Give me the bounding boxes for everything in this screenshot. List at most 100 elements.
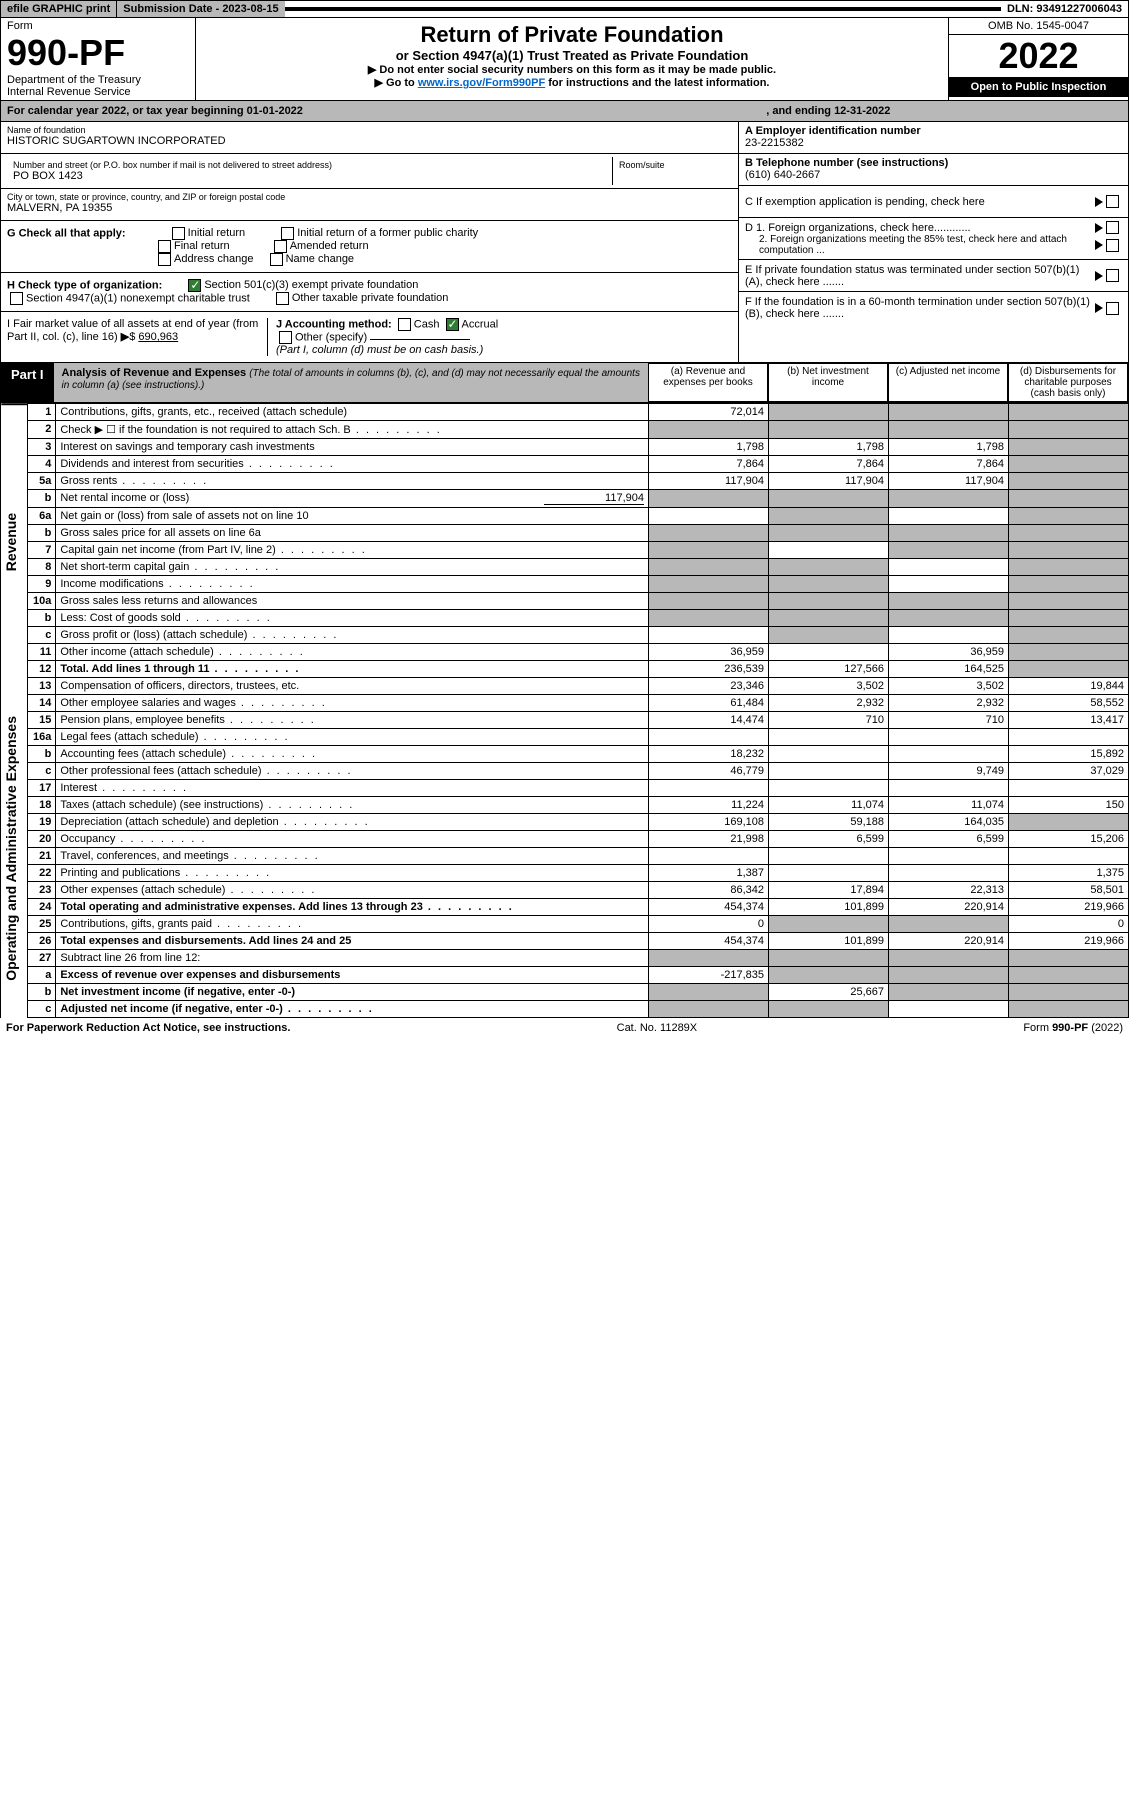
checkbox-accrual[interactable] — [446, 318, 459, 331]
checkbox-other-method[interactable] — [279, 331, 292, 344]
irs-link[interactable]: www.irs.gov/Form990PF — [418, 77, 545, 89]
row-desc: Interest — [56, 780, 649, 797]
checkbox-4947[interactable] — [10, 292, 23, 305]
checkbox-D2[interactable] — [1106, 239, 1119, 252]
checkbox-501c3[interactable] — [188, 279, 201, 292]
checkbox-name[interactable] — [270, 253, 283, 266]
cell-a — [649, 525, 769, 542]
G-amended: Amended return — [290, 240, 369, 252]
table-row: 2Check ▶ ☐ if the foundation is not requ… — [28, 421, 1129, 439]
checkbox-cash[interactable] — [398, 318, 411, 331]
instr-2-post: for instructions and the latest informat… — [545, 77, 769, 89]
part-title-cell: Analysis of Revenue and Expenses (The to… — [54, 363, 648, 402]
checkbox-D1[interactable] — [1106, 221, 1119, 234]
cell-b: 11,074 — [769, 797, 889, 814]
cell-d: 13,417 — [1009, 712, 1129, 729]
addr-label: Number and street (or P.O. box number if… — [13, 160, 606, 170]
H-4947: Section 4947(a)(1) nonexempt charitable … — [26, 292, 250, 304]
table-row: 21Travel, conferences, and meetings — [28, 848, 1129, 865]
row-desc: Gross profit or (loss) (attach schedule) — [56, 627, 649, 644]
checkbox-C[interactable] — [1106, 195, 1119, 208]
cell-b — [769, 421, 889, 439]
row-num: 3 — [28, 439, 56, 456]
phone: (610) 640-2667 — [745, 169, 1122, 181]
row-desc: Accounting fees (attach schedule) — [56, 746, 649, 763]
checkbox-final[interactable] — [158, 240, 171, 253]
cell-b: 101,899 — [769, 933, 889, 950]
I-value: 690,963 — [138, 331, 178, 343]
cell-d — [1009, 456, 1129, 473]
cal-year-text: For calendar year 2022, or tax year begi… — [7, 105, 303, 117]
cell-a: 1,798 — [649, 439, 769, 456]
G-final: Final return — [174, 240, 230, 252]
cell-a: 21,998 — [649, 831, 769, 848]
table-row: 3Interest on savings and temporary cash … — [28, 439, 1129, 456]
cell-d — [1009, 559, 1129, 576]
row-desc: Dividends and interest from securities — [56, 456, 649, 473]
section-IJ: I Fair market value of all assets at end… — [1, 312, 738, 362]
cell-c: 6,599 — [889, 831, 1009, 848]
cell-b — [769, 627, 889, 644]
form-subtitle: or Section 4947(a)(1) Trust Treated as P… — [200, 48, 944, 63]
row-num: 26 — [28, 933, 56, 950]
table-row: 16aLegal fees (attach schedule) — [28, 729, 1129, 746]
row-desc: Contributions, gifts, grants, etc., rece… — [56, 404, 649, 421]
footer-right: Form 990-PF (2022) — [1023, 1022, 1123, 1034]
checkbox-F[interactable] — [1106, 302, 1119, 315]
cell-c: 36,959 — [889, 644, 1009, 661]
row-desc: Less: Cost of goods sold — [56, 610, 649, 627]
E-label: E If private foundation status was termi… — [745, 264, 1095, 288]
cell-c: 22,313 — [889, 882, 1009, 899]
cell-a — [649, 421, 769, 439]
row-desc: Net short-term capital gain — [56, 559, 649, 576]
name-label: Name of foundation — [7, 125, 732, 135]
cell-a: 117,904 — [649, 473, 769, 490]
checkbox-amended[interactable] — [274, 240, 287, 253]
info-grid: Name of foundation HISTORIC SUGARTOWN IN… — [0, 122, 1129, 363]
cell-d — [1009, 525, 1129, 542]
checkbox-E[interactable] — [1106, 269, 1119, 282]
cell-b: 17,894 — [769, 882, 889, 899]
row-num: 13 — [28, 678, 56, 695]
cell-a: 14,474 — [649, 712, 769, 729]
cell-a: 18,232 — [649, 746, 769, 763]
cell-c — [889, 916, 1009, 933]
checkbox-other-tax[interactable] — [276, 292, 289, 305]
row-num: b — [28, 525, 56, 542]
row-num: 19 — [28, 814, 56, 831]
cell-d — [1009, 644, 1129, 661]
cell-a: -217,835 — [649, 967, 769, 984]
C-label: C If exemption application is pending, c… — [745, 196, 1095, 208]
cell-c: 220,914 — [889, 933, 1009, 950]
cell-c — [889, 729, 1009, 746]
cell-d — [1009, 950, 1129, 967]
G-address: Address change — [174, 253, 254, 265]
arrow-icon — [1095, 271, 1103, 281]
cell-d — [1009, 814, 1129, 831]
cell-c: 9,749 — [889, 763, 1009, 780]
cell-a: 1,387 — [649, 865, 769, 882]
cell-c — [889, 1001, 1009, 1018]
cell-b: 710 — [769, 712, 889, 729]
J-note: (Part I, column (d) must be on cash basi… — [276, 344, 483, 356]
cell-c — [889, 967, 1009, 984]
row-num: 17 — [28, 780, 56, 797]
cell-b — [769, 729, 889, 746]
row-num: 24 — [28, 899, 56, 916]
row-num: 22 — [28, 865, 56, 882]
cell-d: 58,501 — [1009, 882, 1129, 899]
header-left: Form 990-PF Department of the Treasury I… — [1, 18, 196, 100]
cell-d: 219,966 — [1009, 933, 1129, 950]
cell-d — [1009, 542, 1129, 559]
checkbox-address[interactable] — [158, 253, 171, 266]
efile-label: efile GRAPHIC print — [1, 1, 116, 17]
B-label: B Telephone number (see instructions) — [745, 157, 1122, 169]
address-cell: Number and street (or P.O. box number if… — [1, 154, 738, 189]
col-a-header: (a) Revenue and expenses per books — [648, 363, 768, 402]
cell-c: 117,904 — [889, 473, 1009, 490]
form-header: Form 990-PF Department of the Treasury I… — [0, 18, 1129, 101]
cell-b — [769, 967, 889, 984]
cell-d — [1009, 610, 1129, 627]
checkbox-initial-former[interactable] — [281, 227, 294, 240]
checkbox-initial[interactable] — [172, 227, 185, 240]
